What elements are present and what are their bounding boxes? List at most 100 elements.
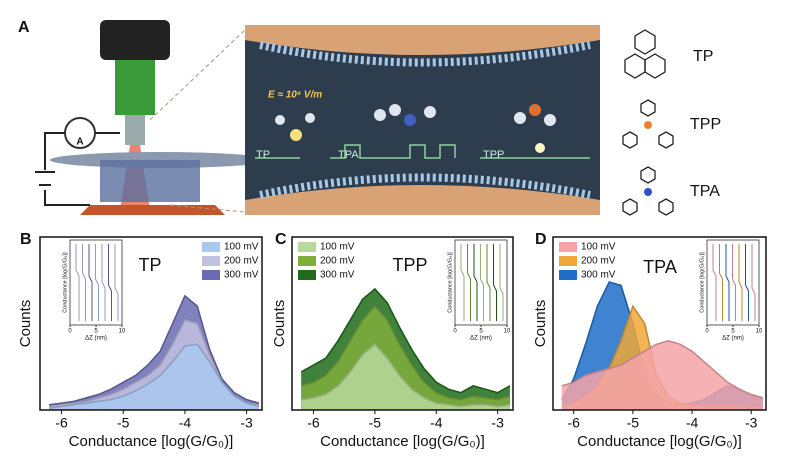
legend-swatch [202,270,220,280]
x-tick-label: -4 [179,415,192,431]
inset-trace [719,244,723,321]
inset-trace [108,244,112,321]
junction-label: TPA [338,149,359,161]
inset-trace [88,244,93,321]
inset-trace [460,244,465,321]
series-outline [561,340,764,399]
y-axis-label: Counts [532,300,549,348]
inset-x-tick-label: 5 [94,329,98,335]
junction-label: TPP [483,149,504,161]
plot-frame [291,236,514,411]
series-outline [49,294,260,406]
area-fill [561,340,764,410]
inset-trace [486,244,491,321]
inset-x-tick-label: 0 [705,329,709,335]
x-tick-label: -6 [55,415,68,431]
x-axis-label: Conductance [log(G/G₀)] [320,433,485,450]
panel-letter: B [20,231,32,248]
x-tick-label: -5 [627,415,640,431]
chart-title: TPP [392,255,427,275]
x-tick-label: -5 [369,415,382,431]
inset-x-tick-label: 10 [504,329,511,335]
plot-frame [552,236,767,411]
junction-illustration [245,25,600,215]
inset-trace [732,244,736,321]
inset-x-tick-label: 10 [119,329,126,335]
series-outline [301,343,511,408]
series-outline [300,305,511,401]
legend-swatch [298,242,316,252]
legend-swatch [559,256,577,266]
inset-trace [738,244,743,321]
x-tick-label: -5 [117,415,130,431]
legend-label: 100 mV [581,242,616,253]
area-fill [49,344,259,410]
series-outline [49,343,260,410]
inset-x-label: ΔZ (nm) [470,336,492,342]
inset-x-tick-label: 0 [68,329,72,335]
inset-y-label: Conductance [log(G/G₀)] [62,252,68,313]
y-axis-label: Counts [271,300,288,348]
chart-title: TPA [643,257,677,277]
legend-label: 200 mV [320,256,355,267]
legend-label: 100 mV [320,242,355,253]
setup-illustration: A [35,20,270,215]
inset-trace [473,244,478,321]
legend-label: 200 mV [224,256,259,267]
x-tick-label: -3 [745,415,758,431]
inset-trace [712,244,717,321]
inset-y-label: Conductance [log(G/G₀)] [447,252,453,313]
x-tick-label: -6 [307,415,320,431]
field-label: E ≈ 10⁸ V/m [268,90,322,101]
series-outline [300,287,511,394]
legend-swatch [298,256,316,266]
inset-trace [82,244,86,321]
legend-label: 100 mV [224,242,259,253]
inset-x-label: ΔZ (nm) [722,336,744,342]
x-axis-label: Conductance [log(G/G₀)] [577,433,742,450]
molecule-drawings [622,29,674,216]
legend-label: 300 mV [320,270,355,281]
inset-y-label: Conductance [log(G/G₀)] [699,252,705,313]
junction-label: TP [256,149,270,161]
inset-trace [467,244,471,321]
inset-trace [75,244,80,321]
inset-trace [751,244,756,321]
molecule-label: TPP [690,116,721,133]
x-tick-label: -3 [240,415,253,431]
inset-trace [101,244,106,321]
x-tick-label: -3 [491,415,504,431]
inset-trace [499,244,504,321]
panel-letter: D [535,231,547,248]
inset-trace [745,244,749,321]
inset-trace [493,244,497,321]
legend-swatch [298,270,316,280]
molecule-label: TP [693,48,713,65]
legend-swatch [559,270,577,280]
inset-trace [480,244,484,321]
inset-x-tick-label: 10 [756,329,763,335]
inset-x-tick-label: 5 [731,329,735,335]
legend-label: 200 mV [581,256,616,267]
svg-text:A: A [76,137,83,148]
x-axis-label: Conductance [log(G/G₀)] [69,433,234,450]
inset-trace [725,244,730,321]
inset-trace [114,244,119,321]
x-tick-label: -4 [430,415,443,431]
inset-x-tick-label: 0 [453,329,457,335]
inset-x-label: ΔZ (nm) [85,336,107,342]
area-fill [301,344,510,410]
plot-frame [39,236,263,411]
legend-swatch [559,242,577,252]
molecule-label: TPA [690,183,720,200]
legend-label: 300 mV [581,270,616,281]
panel-letter: A [18,19,30,36]
legend-swatch [202,256,220,266]
y-axis-label: Counts [17,300,34,348]
inset-trace [95,244,99,321]
inset-x-tick-label: 5 [479,329,483,335]
legend-swatch [202,242,220,252]
x-tick-label: -4 [686,415,699,431]
legend-label: 300 mV [224,270,259,281]
